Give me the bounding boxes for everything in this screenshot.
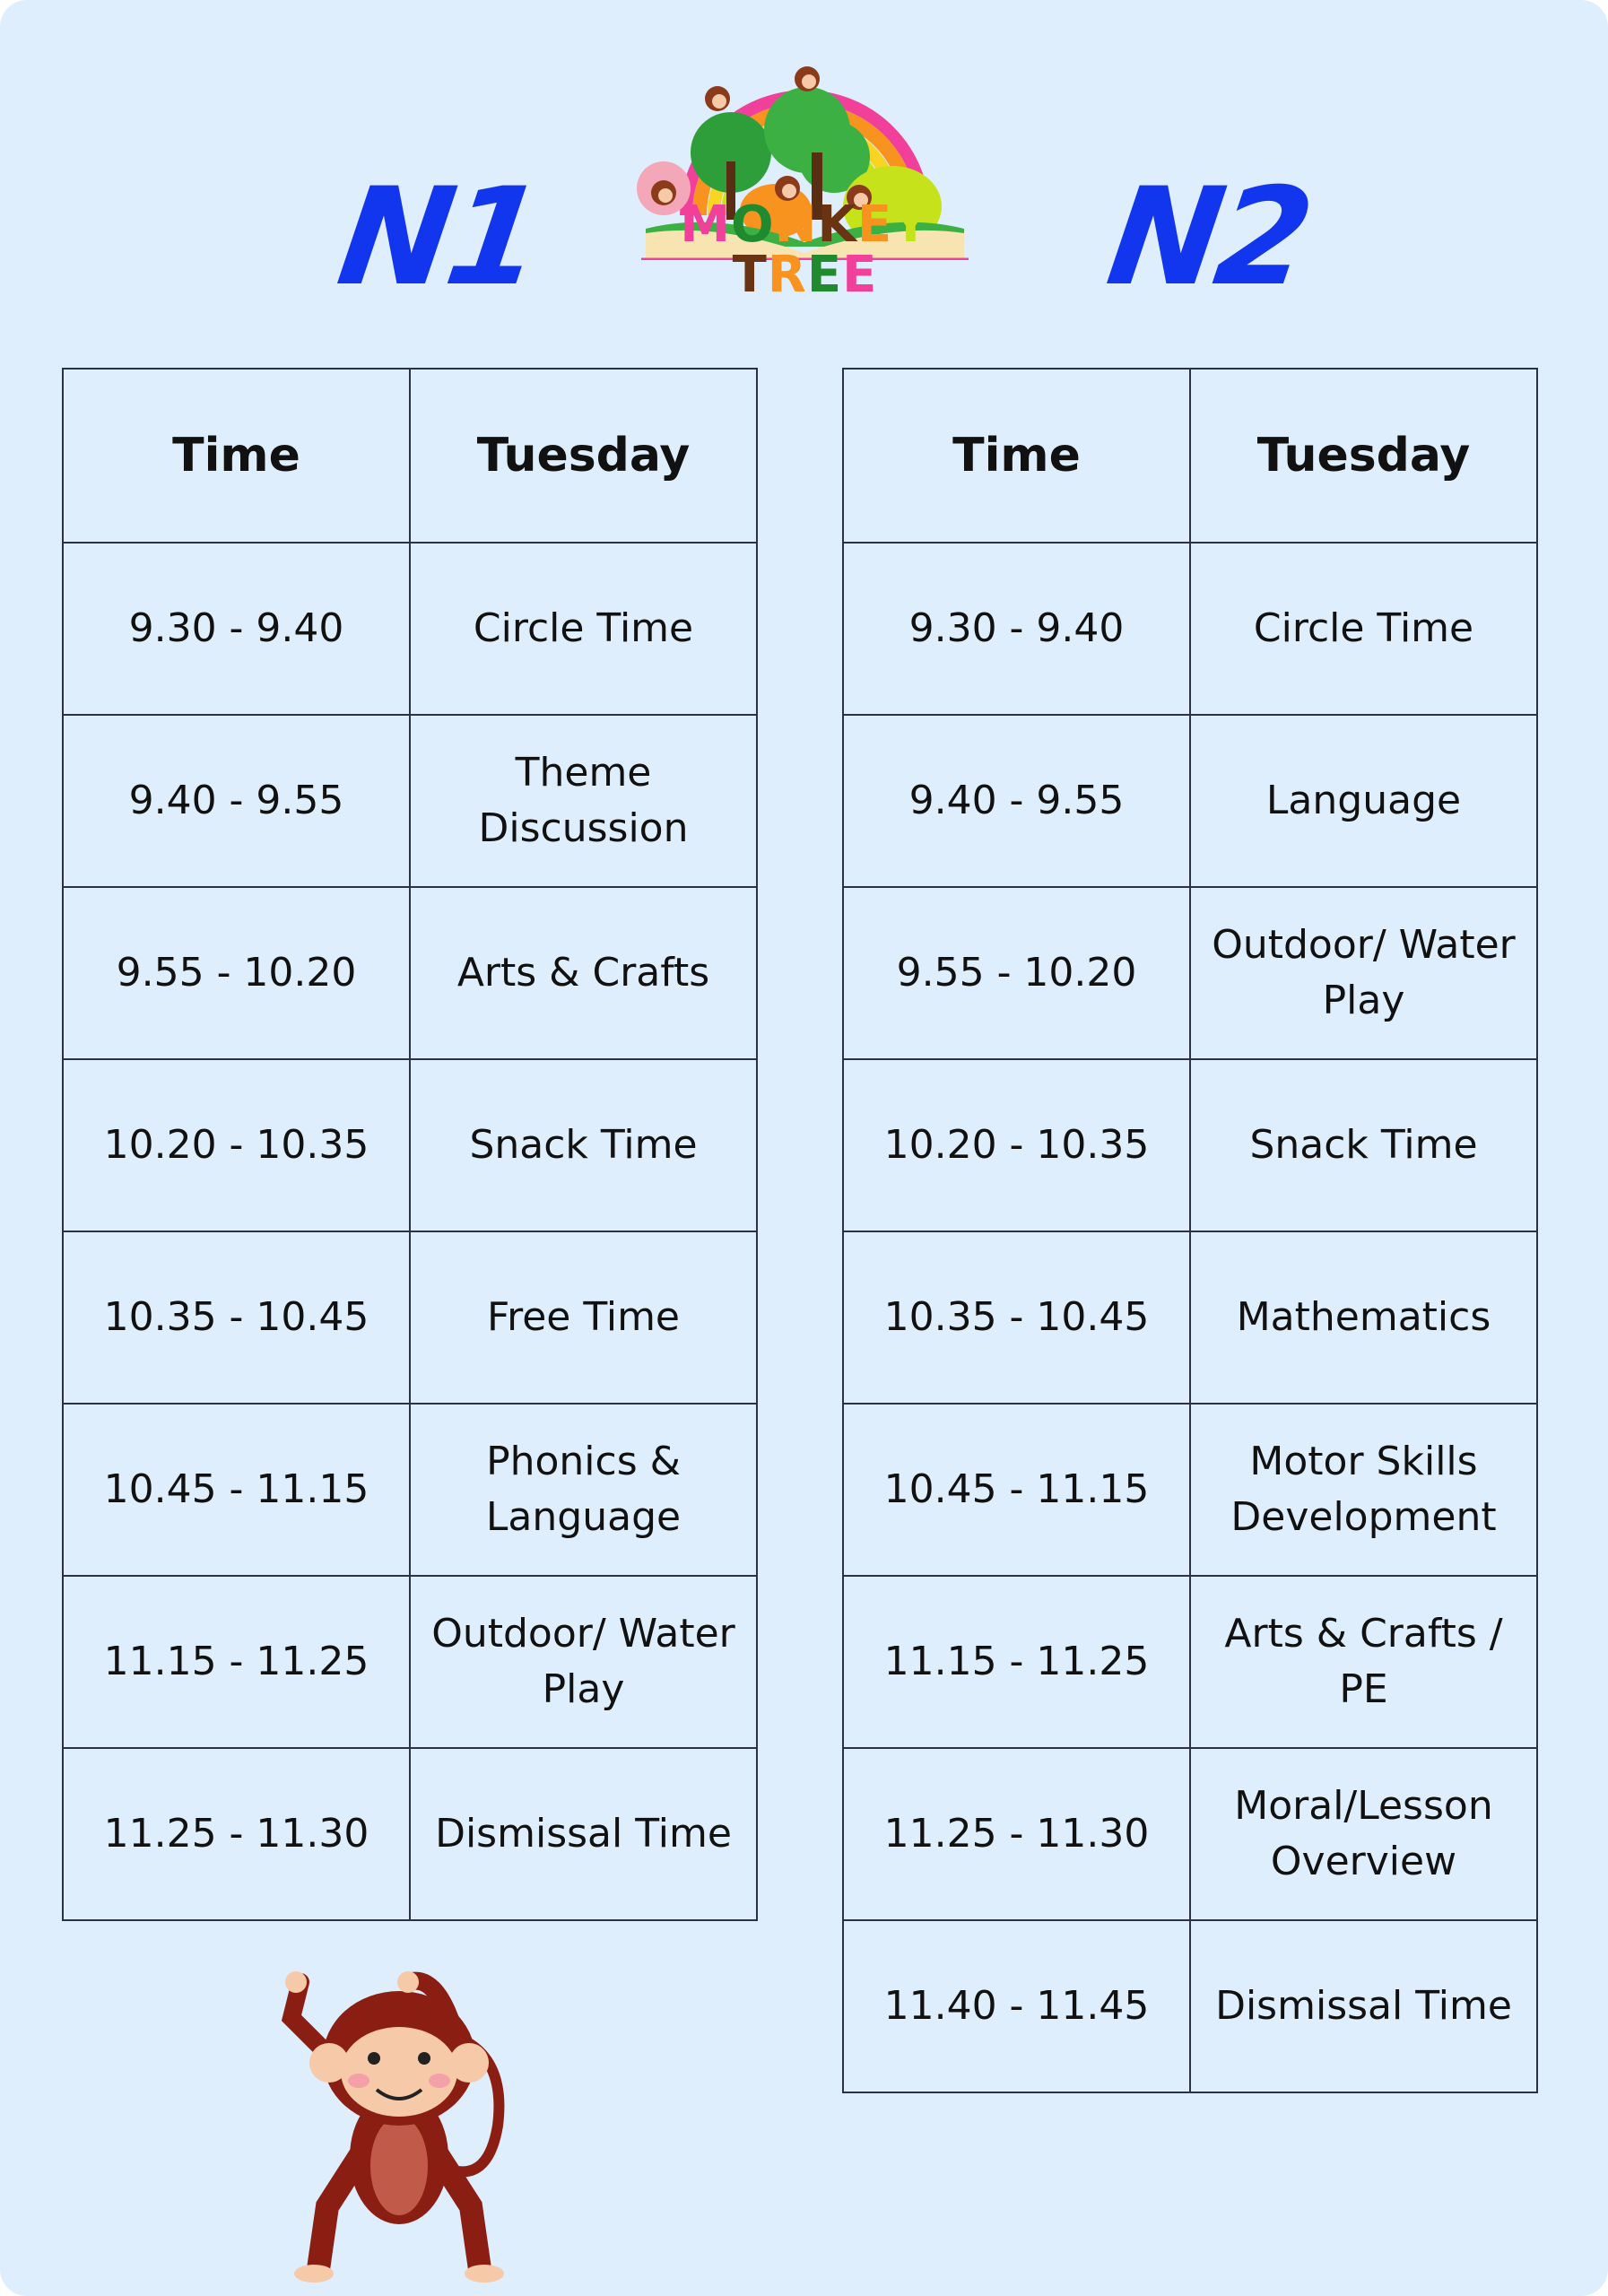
rainbow-book-illustration bbox=[637, 66, 969, 261]
table-header-row: Time Tuesday bbox=[842, 368, 1538, 544]
table-row: 11.15 - 11.25 Arts & Crafts / PE bbox=[842, 1575, 1538, 1749]
n2-title: N2 bbox=[1099, 160, 1317, 316]
table-row: 10.45 - 11.15 Phonics & Language bbox=[62, 1403, 758, 1577]
activity-cell: Circle Time bbox=[1189, 542, 1538, 716]
n1-schedule-table: Time Tuesday 9.30 - 9.40 Circle Time 9.40 … bbox=[62, 368, 758, 1921]
time-cell: 10.20 - 10.35 bbox=[62, 1058, 411, 1232]
monkey-tree-logo: MONKEY TREE bbox=[628, 54, 982, 300]
activity-cell: Circle Time bbox=[409, 542, 758, 716]
activity-cell: Moral/Lesson Overview bbox=[1189, 1747, 1538, 1921]
time-cell: 9.30 - 9.40 bbox=[62, 542, 411, 716]
activity-cell: Language bbox=[1189, 714, 1538, 888]
table-row: 9.30 - 9.40 Circle Time bbox=[62, 542, 758, 716]
time-cell: 11.25 - 11.30 bbox=[842, 1747, 1191, 1921]
time-cell: 11.25 - 11.30 bbox=[62, 1747, 411, 1921]
logo-text: MONKEY TREE bbox=[680, 196, 930, 304]
header-time: Time bbox=[842, 368, 1191, 544]
table-row: 10.35 - 10.45 Free Time bbox=[62, 1231, 758, 1405]
time-cell: 9.30 - 9.40 bbox=[842, 542, 1191, 716]
activity-cell: Mathematics bbox=[1189, 1231, 1538, 1405]
table-header-row: Time Tuesday bbox=[62, 368, 758, 544]
time-cell: 9.55 - 10.20 bbox=[62, 886, 411, 1060]
activity-cell: Phonics & Language bbox=[409, 1403, 758, 1577]
header-day: Tuesday bbox=[409, 368, 758, 544]
table-row: 10.45 - 11.15 Motor Skills Development bbox=[842, 1403, 1538, 1577]
table-row: 11.25 - 11.30 Moral/Lesson Overview bbox=[842, 1747, 1538, 1921]
time-cell: 9.40 - 9.55 bbox=[62, 714, 411, 888]
activity-cell: Motor Skills Development bbox=[1189, 1403, 1538, 1577]
time-cell: 11.15 - 11.25 bbox=[62, 1575, 411, 1749]
time-cell: 10.20 - 10.35 bbox=[842, 1058, 1191, 1232]
table-row: 11.40 - 11.45 Dismissal Time bbox=[842, 1919, 1538, 2093]
activity-cell: Dismissal Time bbox=[1189, 1919, 1538, 2093]
table-row: 9.40 - 9.55 Language bbox=[842, 714, 1538, 888]
table-row: 10.20 - 10.35 Snack Time bbox=[842, 1058, 1538, 1232]
time-cell: 10.45 - 11.15 bbox=[842, 1403, 1191, 1577]
activity-cell: Snack Time bbox=[1189, 1058, 1538, 1232]
table-row: 11.15 - 11.25 Outdoor/ Water Play bbox=[62, 1575, 758, 1749]
activity-cell: Outdoor/ Water Play bbox=[1189, 886, 1538, 1060]
activity-cell: Free Time bbox=[409, 1231, 758, 1405]
activity-cell: Arts & Crafts bbox=[409, 886, 758, 1060]
time-cell: 10.35 - 10.45 bbox=[62, 1231, 411, 1405]
time-cell: 10.45 - 11.15 bbox=[62, 1403, 411, 1577]
n2-schedule-table: Time Tuesday 9.30 - 9.40 Circle Time 9.40 … bbox=[842, 368, 1538, 2093]
time-cell: 9.55 - 10.20 bbox=[842, 886, 1191, 1060]
n1-title: N1 bbox=[329, 160, 548, 316]
activity-cell: Snack Time bbox=[409, 1058, 758, 1232]
table-row: 10.20 - 10.35 Snack Time bbox=[62, 1058, 758, 1232]
time-cell: 11.15 - 11.25 bbox=[842, 1575, 1191, 1749]
activity-cell: Dismissal Time bbox=[409, 1747, 758, 1921]
table-row: 10.35 - 10.45 Mathematics bbox=[842, 1231, 1538, 1405]
activity-cell: Arts & Crafts / PE bbox=[1189, 1575, 1538, 1749]
time-cell: 11.40 - 11.45 bbox=[842, 1919, 1191, 2093]
table-row: 9.40 - 9.55 Theme Discussion bbox=[62, 714, 758, 888]
header-day: Tuesday bbox=[1189, 368, 1538, 544]
time-cell: 9.40 - 9.55 bbox=[842, 714, 1191, 888]
activity-cell: Theme Discussion bbox=[409, 714, 758, 888]
table-row: 9.55 - 10.20 Arts & Crafts bbox=[62, 886, 758, 1060]
header-time: Time bbox=[62, 368, 411, 544]
table-row: 11.25 - 11.30 Dismissal Time bbox=[62, 1747, 758, 1921]
table-row: 9.55 - 10.20 Outdoor/ Water Play bbox=[842, 886, 1538, 1060]
activity-cell: Outdoor/ Water Play bbox=[409, 1575, 758, 1749]
table-row: 9.30 - 9.40 Circle Time bbox=[842, 542, 1538, 716]
time-cell: 10.35 - 10.45 bbox=[842, 1231, 1191, 1405]
monkey-illustration bbox=[281, 1971, 505, 2283]
